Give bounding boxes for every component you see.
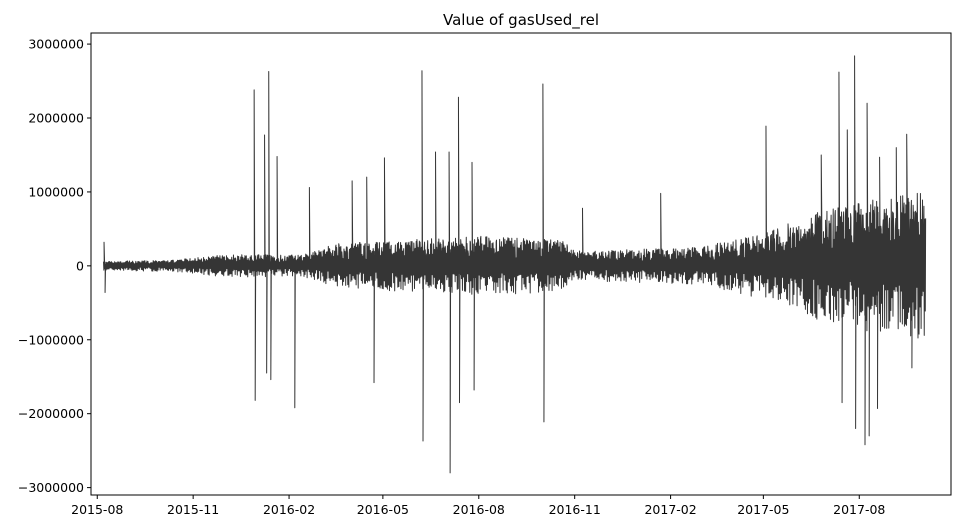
x-axis: 2015-08 2015-11 2016-02 2016-05 2016-08 2016-…	[71, 495, 885, 517]
x-tick-label: 2017-05	[737, 502, 789, 517]
y-tick-label: −1000000	[18, 332, 84, 347]
x-tick-label: 2016-11	[549, 502, 601, 517]
series-layer	[103, 55, 927, 474]
x-tick-label: 2016-08	[453, 502, 505, 517]
x-tick-label: 2016-02	[263, 502, 315, 517]
plot-area-frame	[90, 32, 952, 496]
x-tick-label: 2015-08	[71, 502, 123, 517]
y-tick-label: −2000000	[18, 406, 84, 421]
y-tick-label: 1000000	[28, 184, 84, 199]
x-tick-label: 2017-02	[644, 502, 696, 517]
x-tick-label: 2015-11	[167, 502, 219, 517]
y-axis: 3000000 2000000 1000000 0 −1000000 −2000000 −3…	[18, 37, 91, 495]
x-tick-label: 2017-08	[833, 502, 885, 517]
chart-title: Value of gasUsed_rel	[443, 11, 599, 30]
gasused-rel-series-line	[103, 55, 927, 474]
y-tick-label: −3000000	[18, 480, 84, 495]
y-tick-label: 0	[76, 258, 84, 273]
y-tick-label: 2000000	[28, 111, 84, 126]
x-tick-label: 2016-05	[357, 502, 409, 517]
y-tick-label: 3000000	[28, 37, 84, 52]
